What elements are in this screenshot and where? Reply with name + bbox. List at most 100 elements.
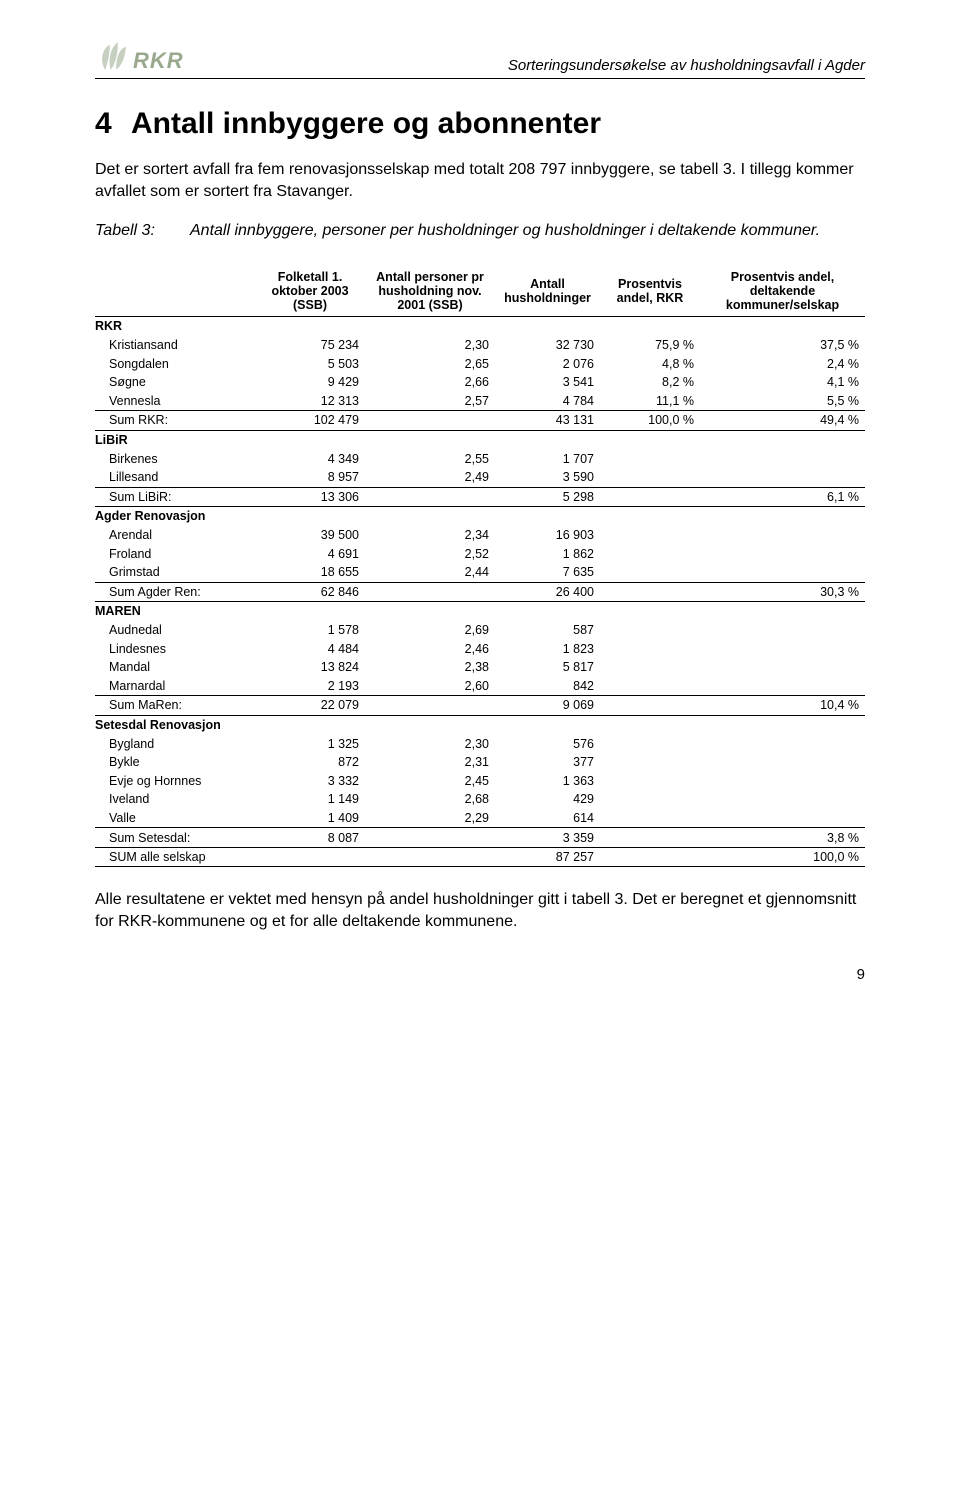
cell-value (600, 487, 700, 507)
cell-value (600, 602, 700, 621)
cell-value (600, 828, 700, 848)
row-label: Iveland (95, 790, 255, 809)
cell-value (365, 602, 495, 621)
col-header: Prosentvis andel, RKR (600, 266, 700, 317)
sum-row: Sum MaRen:22 0799 06910,4 % (95, 696, 865, 716)
cell-value (600, 317, 700, 336)
row-label: Sum RKR: (95, 411, 255, 431)
col-header: Prosentvis andel, deltakende kommuner/se… (700, 266, 865, 317)
cell-value (600, 715, 700, 734)
table-row: Birkenes4 3492,551 707 (95, 449, 865, 468)
col-header (95, 266, 255, 317)
cell-value (700, 563, 865, 582)
page-header: RKR Sorteringsundersøkelse av husholdnin… (95, 40, 865, 79)
cell-value (600, 790, 700, 809)
cell-value: 4 784 (495, 392, 600, 411)
row-label: Mandal (95, 658, 255, 677)
cell-value (700, 449, 865, 468)
row-label: Songdalen (95, 354, 255, 373)
cell-value (700, 715, 865, 734)
cell-value: 32 730 (495, 336, 600, 355)
cell-value: 4,1 % (700, 373, 865, 392)
cell-value (365, 317, 495, 336)
cell-value (255, 430, 365, 449)
cell-value: 100,0 % (600, 411, 700, 431)
cell-value: 2,38 (365, 658, 495, 677)
cell-value: 39 500 (255, 526, 365, 545)
intro-paragraph: Det er sortert avfall fra fem renovasjon… (95, 159, 865, 202)
cell-value (700, 526, 865, 545)
cell-value: 18 655 (255, 563, 365, 582)
page-number: 9 (857, 966, 865, 983)
table-row: Valle1 4092,29614 (95, 809, 865, 828)
cell-value: 13 306 (255, 487, 365, 507)
cell-value: 3 359 (495, 828, 600, 848)
table-row: Grimstad18 6552,447 635 (95, 563, 865, 582)
cell-value (700, 753, 865, 772)
cell-value: 13 824 (255, 658, 365, 677)
cell-value (600, 449, 700, 468)
cell-value (255, 602, 365, 621)
leaf-icon (95, 40, 129, 74)
row-label: Kristiansand (95, 336, 255, 355)
cell-value: 2,44 (365, 563, 495, 582)
cell-value: 87 257 (495, 847, 600, 867)
cell-value (365, 430, 495, 449)
cell-value (700, 676, 865, 695)
cell-value (365, 715, 495, 734)
cell-value (700, 317, 865, 336)
table-row: Arendal39 5002,3416 903 (95, 526, 865, 545)
cell-value (255, 715, 365, 734)
cell-value: 9 429 (255, 373, 365, 392)
cell-value: 102 479 (255, 411, 365, 431)
cell-value: 2,29 (365, 809, 495, 828)
row-label: Evje og Hornnes (95, 771, 255, 790)
cell-value: 2,65 (365, 354, 495, 373)
cell-value: 3,8 % (700, 828, 865, 848)
cell-value: 12 313 (255, 392, 365, 411)
table-caption: Tabell 3: Antall innbyggere, personer pe… (95, 222, 865, 240)
cell-value: 7 635 (495, 563, 600, 582)
table-row: Bykle8722,31377 (95, 753, 865, 772)
cell-value (700, 658, 865, 677)
cell-value (365, 847, 495, 867)
cell-value: 1 325 (255, 734, 365, 753)
row-label: Arendal (95, 526, 255, 545)
cell-value: 614 (495, 809, 600, 828)
row-label: Lindesnes (95, 639, 255, 658)
col-header: Folketall 1. oktober 2003 (SSB) (255, 266, 365, 317)
table-row: Evje og Hornnes3 3322,451 363 (95, 771, 865, 790)
cell-value (600, 696, 700, 716)
row-label: Audnedal (95, 621, 255, 640)
cell-value: 1 862 (495, 544, 600, 563)
cell-value (600, 658, 700, 677)
cell-value (365, 696, 495, 716)
cell-value (700, 621, 865, 640)
table-row: Vennesla12 3132,574 78411,1 %5,5 % (95, 392, 865, 411)
cell-value (600, 526, 700, 545)
group-row: Agder Renovasjon (95, 507, 865, 526)
table-row: Lillesand8 9572,493 590 (95, 468, 865, 487)
table-header-row: Folketall 1. oktober 2003 (SSB) Antall p… (95, 266, 865, 317)
cell-value: 30,3 % (700, 582, 865, 602)
cell-value: 4,8 % (600, 354, 700, 373)
cell-value (700, 430, 865, 449)
cell-value: 2 193 (255, 676, 365, 695)
table-row: Bygland1 3252,30576 (95, 734, 865, 753)
cell-value (600, 621, 700, 640)
table-caption-text: Antall innbyggere, personer per husholdn… (190, 222, 820, 240)
cell-value (495, 715, 600, 734)
cell-value: 5,5 % (700, 392, 865, 411)
table-caption-label: Tabell 3: (95, 222, 190, 240)
cell-value: 2 076 (495, 354, 600, 373)
cell-value: 8 087 (255, 828, 365, 848)
cell-value: 3 541 (495, 373, 600, 392)
row-label: Froland (95, 544, 255, 563)
cell-value: 26 400 (495, 582, 600, 602)
cell-value: 3 332 (255, 771, 365, 790)
cell-value: 842 (495, 676, 600, 695)
cell-value (600, 507, 700, 526)
cell-value: 5 817 (495, 658, 600, 677)
cell-value: 3 590 (495, 468, 600, 487)
cell-value (365, 411, 495, 431)
